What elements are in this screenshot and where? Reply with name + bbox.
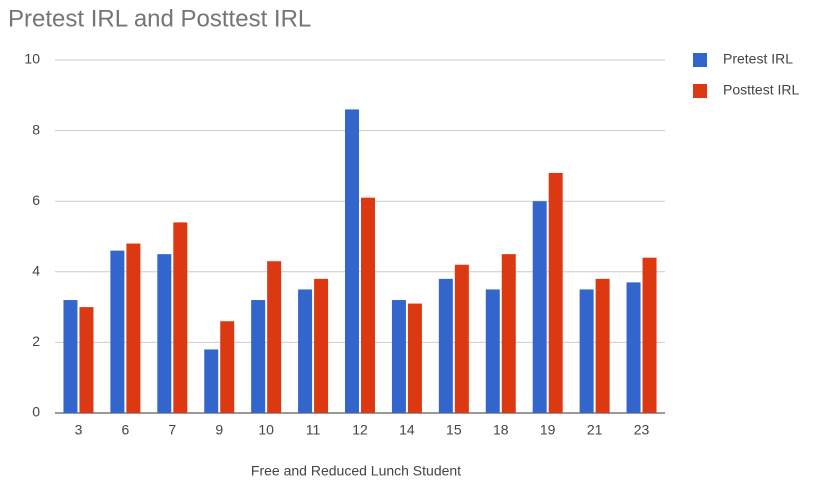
bar — [485, 289, 500, 413]
bar — [532, 201, 547, 413]
x-tick-label: 23 — [634, 422, 650, 438]
bar — [579, 289, 594, 413]
legend-label: Pretest IRL — [723, 51, 793, 67]
bar — [454, 264, 469, 413]
y-tick-label: 6 — [32, 192, 40, 208]
x-tick-label: 6 — [121, 422, 129, 438]
bar — [345, 109, 359, 414]
x-tick-label: 18 — [493, 422, 509, 438]
bar — [626, 282, 641, 413]
x-tick-label: 9 — [215, 422, 223, 438]
bar — [251, 300, 266, 413]
bar — [173, 222, 188, 413]
bar — [63, 300, 78, 413]
bar — [267, 261, 282, 413]
bar — [126, 243, 141, 413]
y-tick-label: 0 — [32, 404, 40, 420]
bar — [642, 257, 657, 413]
bar — [204, 349, 219, 413]
bar — [407, 303, 422, 413]
x-tick-label: 21 — [587, 422, 603, 438]
y-tick-label: 4 — [32, 263, 40, 279]
bar — [391, 300, 406, 413]
x-axis-label: Free and Reduced Lunch Student — [251, 463, 461, 479]
legend-label: Posttest IRL — [723, 82, 799, 98]
legend-swatch — [693, 84, 707, 98]
x-tick-label: 15 — [446, 422, 462, 438]
bar — [438, 278, 453, 413]
bar — [361, 197, 375, 413]
x-tick-label: 11 — [306, 422, 321, 438]
bar — [110, 250, 125, 413]
bar — [220, 321, 235, 413]
bar — [298, 289, 313, 413]
bar — [501, 254, 516, 413]
x-tick-label: 12 — [352, 422, 368, 438]
bar — [595, 278, 610, 413]
x-tick-label: 19 — [540, 422, 556, 438]
bar — [79, 307, 94, 413]
x-tick-label: 7 — [168, 422, 176, 438]
x-tick-label: 10 — [258, 422, 274, 438]
x-tick-label: 14 — [399, 422, 415, 438]
bar — [548, 172, 563, 413]
chart-title: Pretest IRL and Posttest IRL — [8, 5, 311, 32]
x-tick-label: 3 — [75, 422, 83, 438]
legend-swatch — [693, 53, 707, 67]
bar — [157, 254, 172, 413]
bar — [314, 278, 329, 413]
y-tick-label: 2 — [32, 333, 40, 349]
y-tick-label: 8 — [32, 121, 40, 137]
y-tick-label: 10 — [24, 51, 40, 67]
